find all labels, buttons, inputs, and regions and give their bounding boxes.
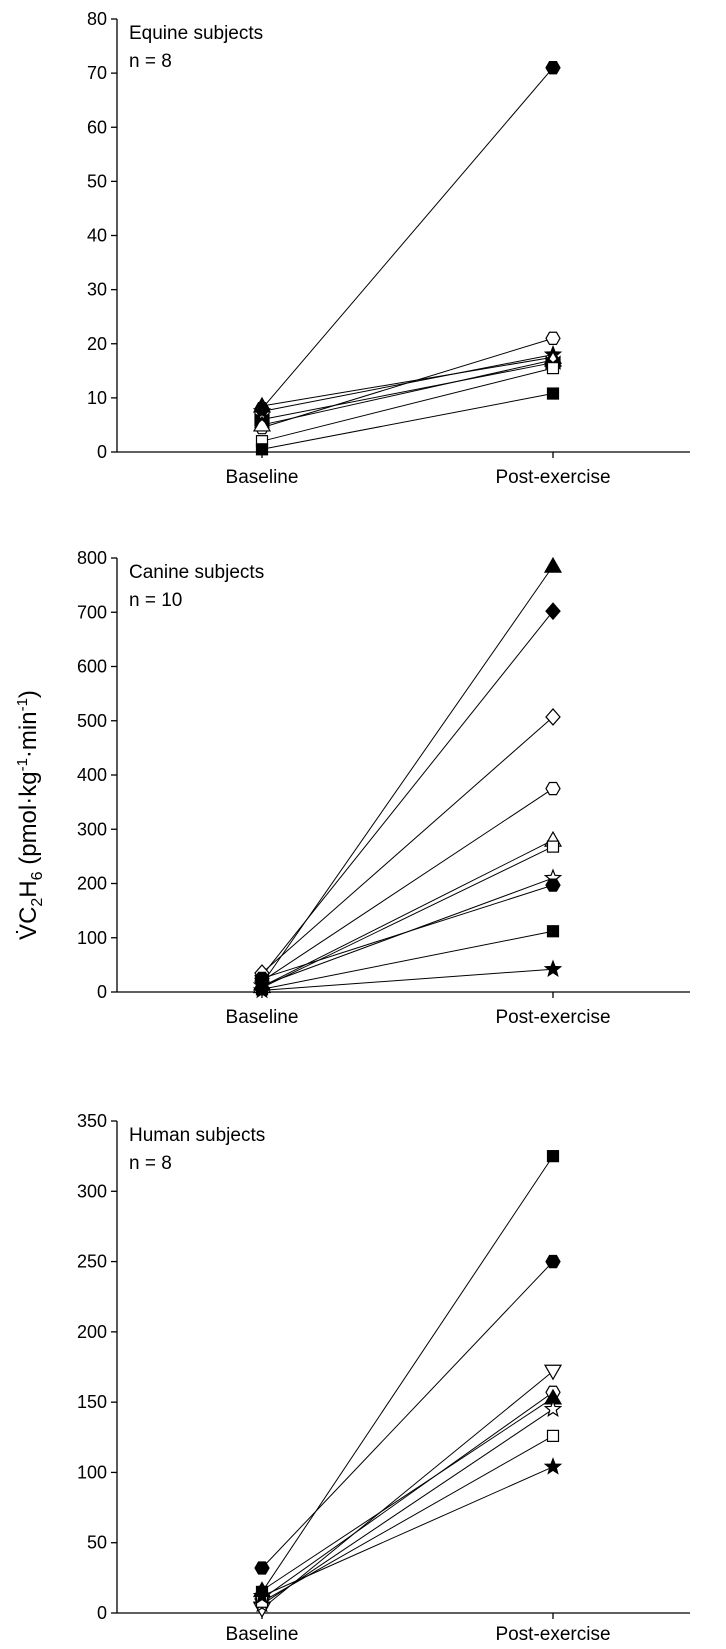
data-point-triangle-down-open-post (543, 1364, 563, 1381)
series-line-4 (261, 356, 554, 407)
data-point-hexagon-filled-baseline (254, 1561, 270, 1575)
data-point-square-filled-post (546, 1150, 560, 1163)
y-tick-label: 300 (77, 819, 107, 839)
data-point-square-open-post (546, 362, 560, 375)
series-line-3 (261, 716, 554, 974)
panel-subtitle: Canine subjects (129, 562, 264, 583)
y-tick-label: 60 (87, 117, 107, 137)
data-point-star-filled-post (543, 959, 563, 978)
series-line-7 (261, 367, 554, 442)
y-tick-label: 150 (77, 1392, 107, 1412)
series-line-4 (261, 1391, 554, 1600)
data-point-star-filled-baseline (252, 1586, 272, 1604)
x-tick-label: Baseline (226, 1624, 299, 1645)
series-line-5 (261, 1397, 554, 1591)
data-point-square-open-post (546, 1429, 560, 1442)
data-point-diamond-open-post (545, 708, 561, 726)
series-line-3 (261, 354, 554, 412)
y-tick-label: 700 (77, 602, 107, 622)
y-tick-label: 600 (77, 657, 107, 677)
x-tick-label: Post-exercise (495, 467, 610, 488)
series-line-10 (261, 968, 554, 991)
y-tick-label: 80 (87, 9, 107, 29)
series-line-5 (261, 839, 554, 988)
x-tick-label: Baseline (226, 1007, 299, 1028)
series-line-1 (261, 1155, 554, 1593)
y-tick-label: 20 (87, 334, 107, 354)
data-point-diamond-filled-post (545, 602, 561, 621)
x-tick-label: Baseline (226, 467, 299, 488)
y-tick-label: 0 (97, 1603, 107, 1623)
y-tick-label: 70 (87, 63, 107, 83)
data-point-triangle-up-filled-baseline (252, 396, 272, 413)
data-point-square-filled-post (546, 387, 560, 400)
panel-equine: 0 10 20 30 40 50 60 70 80 Baseline Post-exercise Eq… (87, 9, 690, 488)
series-line-6 (261, 846, 554, 989)
y-tick-label: 800 (77, 548, 107, 568)
panel-n-label: n = 8 (129, 1153, 172, 1174)
y-tick-label: 100 (77, 1462, 107, 1482)
y-tick-label: 500 (77, 711, 107, 731)
y-tick-label: 200 (77, 1322, 107, 1342)
y-tick-label: 10 (87, 388, 107, 408)
data-point-hexagon-open-post (545, 331, 561, 345)
y-tick-label: 400 (77, 765, 107, 785)
y-tick-label: 0 (97, 982, 107, 1002)
data-point-hexagon-filled-post (545, 878, 561, 892)
series-line-8 (261, 393, 554, 450)
data-point-hexagon-filled-post (545, 61, 561, 75)
y-tick-label: 50 (87, 171, 107, 191)
y-axis-label: V̇C2H6 (pmol·kg-1·min-1) (14, 690, 46, 940)
series-line-6 (261, 362, 554, 421)
data-point-star-filled-post (543, 1457, 563, 1475)
panel-n-label: n = 10 (129, 590, 182, 611)
panel-canine: 0 100 200 300 400 500 600 700 800 Baseline Post-ex… (77, 548, 690, 1028)
series-line-8 (261, 1466, 554, 1597)
data-point-hexagon-open-post (545, 781, 561, 796)
series-line-8 (261, 884, 554, 979)
panel-n-label: n = 8 (129, 51, 172, 72)
series-line-2 (261, 610, 554, 977)
x-tick-label: Post-exercise (495, 1007, 610, 1028)
data-point-hexagon-filled-post (545, 1254, 561, 1269)
data-point-star-filled-baseline (252, 980, 272, 999)
series-line-9 (261, 930, 554, 990)
panel-subtitle: Human subjects (129, 1125, 265, 1146)
y-tick-label: 250 (77, 1252, 107, 1272)
y-tick-label: 100 (77, 928, 107, 948)
data-point-triangle-up-open-baseline (252, 415, 272, 432)
y-tick-label: 40 (87, 226, 107, 246)
series-line-6 (261, 1408, 554, 1605)
data-point-square-filled-baseline (255, 443, 269, 456)
x-tick-label: Post-exercise (495, 1624, 610, 1645)
y-tick-label: 300 (77, 1181, 107, 1201)
series-line-2 (261, 1261, 554, 1569)
panel-human: 0 50 100 150 200 250 300 350 Baseline Post-exerci… (77, 1111, 690, 1645)
y-tick-label: 200 (77, 874, 107, 894)
y-tick-label: 350 (77, 1111, 107, 1131)
data-point-triangle-up-filled-post (543, 556, 563, 573)
y-tick-label: 30 (87, 280, 107, 300)
data-point-square-open-post (546, 840, 560, 853)
data-point-square-filled-post (546, 925, 560, 938)
series-line-5 (261, 359, 554, 426)
y-tick-label: 0 (97, 442, 107, 462)
series-line-3 (261, 1370, 554, 1610)
panel-subtitle: Equine subjects (129, 23, 263, 44)
y-tick-label: 50 (87, 1533, 107, 1553)
series-line-4 (261, 788, 554, 982)
data-point-star-open-post (543, 1399, 563, 1418)
data-point-bowtie-filled-baseline (254, 412, 270, 427)
series-line-1 (261, 67, 554, 410)
